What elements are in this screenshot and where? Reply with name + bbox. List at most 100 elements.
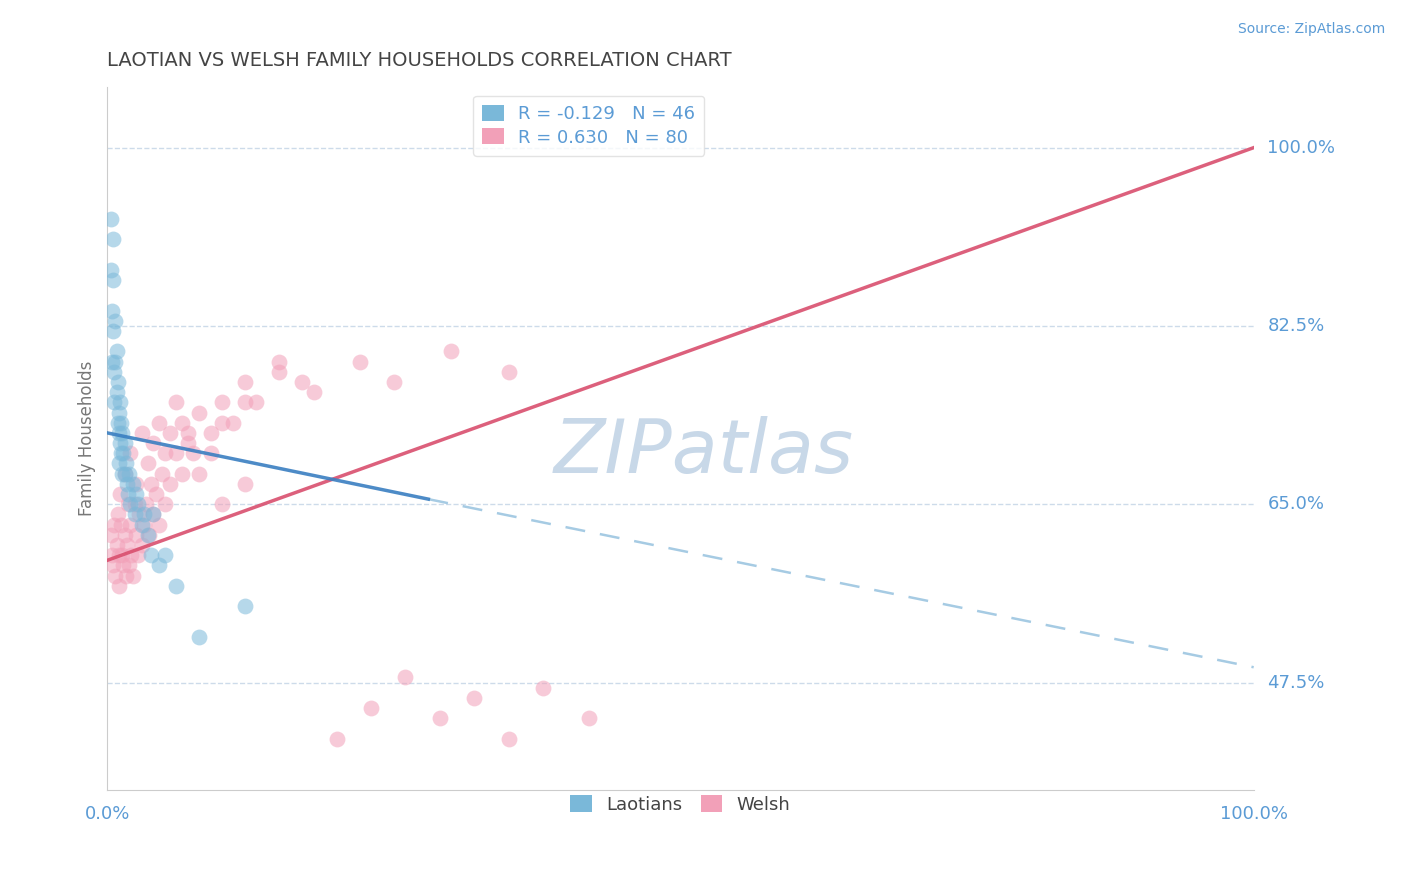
Text: 82.5%: 82.5% [1267,317,1324,334]
Point [104,568,127,582]
Point [142,508,165,522]
Point [120,446,142,460]
Point [233,599,256,614]
Point [101,354,124,368]
Point [188,405,211,419]
Point [463,690,485,705]
Point [360,701,382,715]
Point [121,476,143,491]
Point [101,548,124,562]
Point [107,375,129,389]
Point [125,487,148,501]
Point [183,446,205,460]
Point [117,497,139,511]
Point [127,497,149,511]
Point [200,446,222,460]
Point [211,497,233,511]
Text: 100.0%: 100.0% [1267,138,1336,157]
Point [269,365,291,379]
Point [103,517,125,532]
Point [107,416,129,430]
Point [153,446,176,460]
Point [105,385,128,400]
Point [132,517,155,532]
Point [291,375,314,389]
Point [233,476,256,491]
Point [145,487,167,501]
Point [131,538,153,552]
Point [498,731,520,746]
Point [394,670,416,684]
Point [531,681,554,695]
Point [148,558,170,573]
Point [128,508,150,522]
Point [101,558,124,573]
Point [101,232,124,246]
Point [108,548,131,562]
Point [104,314,127,328]
Point [142,436,165,450]
Point [131,517,153,532]
Point [131,425,153,440]
Point [120,548,142,562]
Point [118,467,141,481]
Point [108,487,131,501]
Point [382,375,405,389]
Point [211,416,233,430]
Point [108,436,131,450]
Point [142,508,165,522]
Point [118,558,141,573]
Point [108,579,131,593]
Point [100,528,122,542]
Point [120,517,142,532]
Point [152,467,174,481]
Point [114,467,136,481]
Point [114,457,136,471]
Point [269,354,291,368]
Point [115,476,138,491]
Point [101,324,124,338]
Point [170,416,193,430]
Point [302,385,325,400]
Point [121,568,143,582]
Point [153,548,176,562]
Point [114,528,136,542]
Point [120,497,142,511]
Text: Source: ZipAtlas.com: Source: ZipAtlas.com [1237,22,1385,37]
Point [125,476,148,491]
Point [107,508,129,522]
Point [111,548,134,562]
Point [124,508,146,522]
Point [176,436,198,450]
Point [349,354,371,368]
Point [125,528,148,542]
Point [135,497,157,511]
Point [103,395,125,409]
Point [148,416,170,430]
Point [108,405,131,419]
Text: ZIPatlas: ZIPatlas [554,416,853,488]
Point [112,446,135,460]
Point [148,517,170,532]
Point [136,528,159,542]
Point [159,476,181,491]
Text: LAOTIAN VS WELSH FAMILY HOUSEHOLDS CORRELATION CHART: LAOTIAN VS WELSH FAMILY HOUSEHOLDS CORRE… [107,51,733,70]
Point [429,711,451,725]
Point [211,395,233,409]
Point [100,211,122,226]
Point [111,425,134,440]
Point [101,303,124,318]
Point [104,354,127,368]
Y-axis label: Family Households: Family Households [79,360,96,516]
Point [108,425,131,440]
Point [110,517,132,532]
Legend: Laotians, Welsh: Laotians, Welsh [561,787,800,822]
Point [139,548,162,562]
Point [110,416,132,430]
Point [132,508,155,522]
Point [325,731,347,746]
Point [115,538,138,552]
Point [112,558,135,573]
Point [114,436,136,450]
Point [108,457,131,471]
